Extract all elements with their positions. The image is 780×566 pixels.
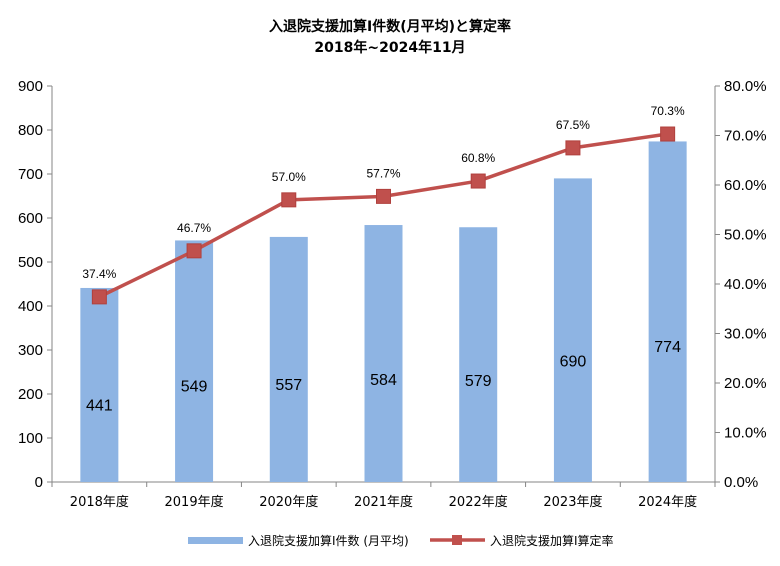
rate-point xyxy=(565,140,581,156)
rate-value-label: 57.0% xyxy=(272,170,306,184)
legend-label-line: 入退院支援加算Ⅰ算定率 xyxy=(490,533,614,548)
rate-point xyxy=(281,192,297,208)
right-tick-label: 50.0% xyxy=(724,227,767,244)
left-tick-label: 100 xyxy=(18,430,43,447)
bar-value-label: 584 xyxy=(370,372,397,389)
bar xyxy=(648,141,687,482)
left-tick-label: 800 xyxy=(18,122,43,139)
right-tick-label: 60.0% xyxy=(724,177,767,194)
legend-swatch-bars xyxy=(188,537,243,544)
legend-label-bars: 入退院支援加算Ⅰ件数 (月平均) xyxy=(248,533,409,548)
bar-value-label: 557 xyxy=(275,377,302,394)
x-tick-label: 2019年度 xyxy=(165,494,224,510)
left-tick-label: 900 xyxy=(18,78,43,95)
right-tick-label: 0.0% xyxy=(724,474,758,491)
right-tick-label: 20.0% xyxy=(724,375,767,392)
right-tick-label: 80.0% xyxy=(724,78,767,95)
right-tick-label: 70.0% xyxy=(724,128,767,145)
bar-value-label: 441 xyxy=(86,397,113,414)
bar xyxy=(364,225,403,483)
left-tick-label: 700 xyxy=(18,166,43,183)
chart-title: 入退院支援加算Ⅰ件数(月平均)と算定率 xyxy=(269,18,511,35)
left-tick-label: 600 xyxy=(18,210,43,227)
rate-value-label: 46.7% xyxy=(177,221,211,235)
rate-value-label: 67.5% xyxy=(556,118,590,132)
left-tick-label: 200 xyxy=(18,386,43,403)
right-tick-label: 10.0% xyxy=(724,425,767,442)
rate-value-label: 70.3% xyxy=(651,104,685,118)
rate-point xyxy=(470,173,486,189)
x-tick-label: 2018年度 xyxy=(70,494,129,510)
x-tick-label: 2024年度 xyxy=(638,494,697,510)
bar xyxy=(553,178,592,482)
rate-point xyxy=(660,126,676,142)
bar-value-label: 579 xyxy=(465,373,492,390)
x-tick-label: 2023年度 xyxy=(543,494,602,510)
bar xyxy=(80,287,119,482)
x-tick-label: 2022年度 xyxy=(449,494,508,510)
rate-value-label: 37.4% xyxy=(82,267,116,281)
bar-value-label: 690 xyxy=(560,354,587,371)
bar xyxy=(175,240,214,482)
right-tick-label: 30.0% xyxy=(724,326,767,343)
rate-point xyxy=(376,188,391,204)
chart-subtitle: 2018年~2024年11月 xyxy=(314,39,465,56)
legend-swatch-marker xyxy=(452,535,462,545)
left-tick-label: 500 xyxy=(18,254,43,271)
bar-value-label: 774 xyxy=(654,339,681,356)
x-tick-label: 2020年度 xyxy=(259,494,318,510)
rate-value-label: 60.8% xyxy=(461,151,495,165)
x-tick-label: 2021年度 xyxy=(354,494,413,510)
bar-value-label: 549 xyxy=(181,378,208,395)
left-tick-label: 300 xyxy=(18,342,43,359)
left-tick-label: 400 xyxy=(18,298,43,315)
legend: 入退院支援加算Ⅰ件数 (月平均) 入退院支援加算Ⅰ算定率 xyxy=(188,533,614,548)
bar xyxy=(459,227,498,482)
bar xyxy=(269,236,308,482)
right-tick-label: 40.0% xyxy=(724,276,767,293)
rate-value-label: 57.7% xyxy=(366,166,400,180)
left-tick-label: 0 xyxy=(35,474,43,491)
rate-point xyxy=(91,289,107,305)
rate-point xyxy=(186,243,202,259)
